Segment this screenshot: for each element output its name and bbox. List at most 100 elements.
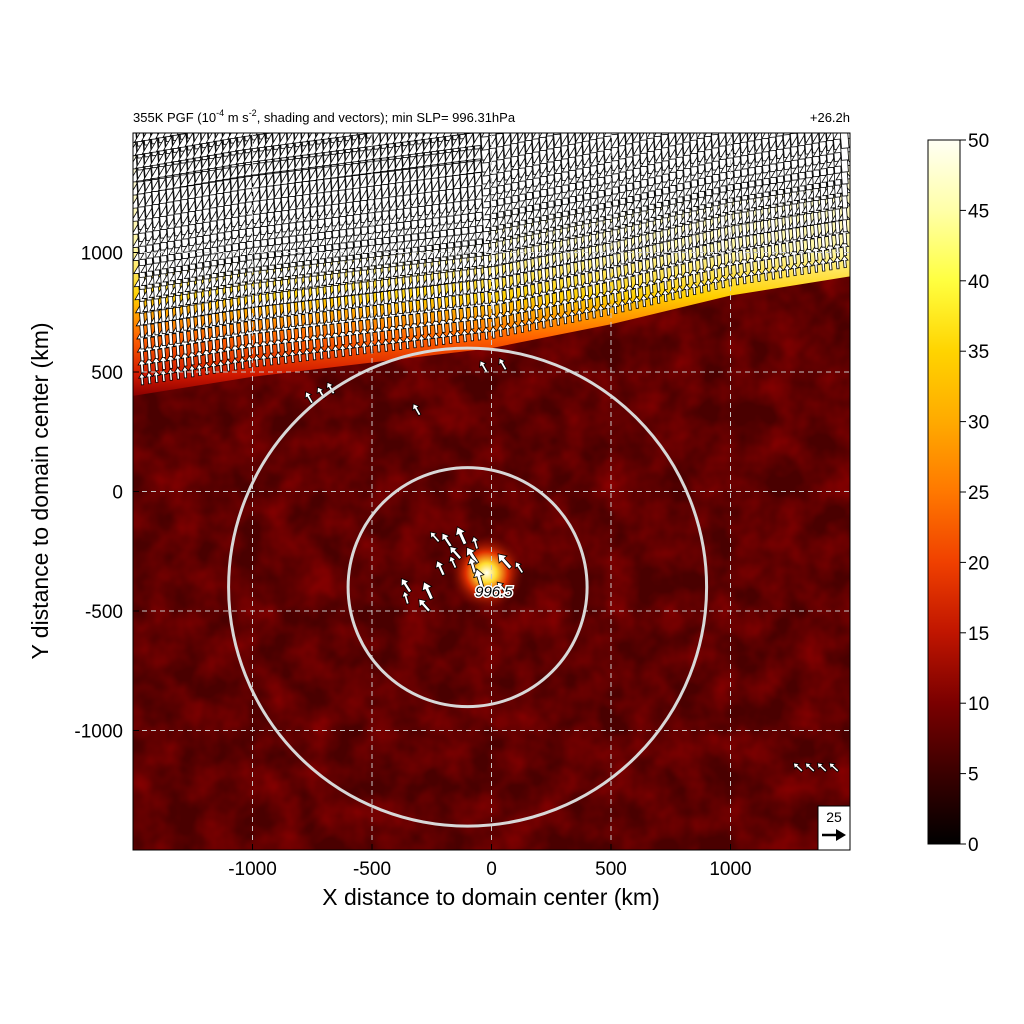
vector-arrow <box>396 337 405 350</box>
vector-arrow <box>431 318 441 334</box>
vector-arrow <box>546 300 556 316</box>
colorbar-tick-label: 45 <box>968 201 989 222</box>
vector-arrow <box>245 355 254 369</box>
vector-arrow <box>224 358 233 372</box>
vector-arrow <box>273 337 283 353</box>
vector-arrow <box>445 316 455 333</box>
vector-arrow <box>435 559 446 577</box>
vector-arrow <box>316 332 326 348</box>
vector-arrow <box>816 762 828 773</box>
vector-arrow <box>441 532 453 548</box>
vector-arrow <box>138 372 147 386</box>
vector-arrow <box>173 366 182 380</box>
vector-arrow <box>145 371 154 385</box>
vector-arrow <box>201 348 211 364</box>
vector-arrow <box>401 590 411 605</box>
vector-arrow <box>768 266 778 280</box>
vector-arrow <box>531 303 541 319</box>
vector-arrow <box>574 294 584 310</box>
vector-arrow <box>538 302 549 317</box>
vector-arrow <box>288 350 297 363</box>
vector-arrow <box>459 315 470 331</box>
vector-arrow <box>517 306 527 321</box>
vector-arrow <box>429 531 441 544</box>
x-axis-label: X distance to domain center (km) <box>322 884 659 910</box>
vector-arrow <box>589 305 598 319</box>
vector-arrow <box>473 568 485 589</box>
vector-arrow <box>252 340 262 356</box>
vector-arrow <box>510 307 520 323</box>
vector-arrow <box>675 285 684 299</box>
vector-arrow <box>252 354 261 368</box>
x-tick-label: 500 <box>595 859 627 880</box>
vector-arrow <box>467 314 477 330</box>
vector-arrow <box>617 285 627 301</box>
vector-arrow <box>496 324 505 338</box>
vector-arrow <box>639 294 648 308</box>
vector-arrow <box>740 271 749 285</box>
vector-arrow <box>518 320 526 333</box>
vector-arrow <box>610 287 620 303</box>
vector-arrow <box>732 258 742 274</box>
vector-arrow <box>412 403 422 417</box>
vector-arrow <box>689 268 699 284</box>
vector-arrow <box>158 355 169 370</box>
vector-arrow <box>424 333 433 347</box>
colorbar-tick-label: 10 <box>968 694 989 715</box>
vector-arrow <box>596 304 605 318</box>
vector-arrow <box>223 344 233 360</box>
vector-arrow <box>381 324 391 340</box>
vector-arrow <box>690 282 699 296</box>
colorbar-tick-label: 20 <box>968 553 989 574</box>
vector-arrow <box>417 334 426 348</box>
vector-arrow <box>604 302 613 316</box>
vector-arrow <box>654 290 663 304</box>
vector-arrow <box>510 321 519 335</box>
vector-arrow <box>561 311 569 325</box>
vector-arrow <box>421 581 434 601</box>
vector-arrow <box>739 256 749 273</box>
vector-arrow <box>532 317 541 330</box>
vector-arrow <box>194 349 204 365</box>
vector-arrow <box>682 269 692 285</box>
vector-arrow <box>259 339 269 355</box>
vector-arrow <box>624 283 635 299</box>
vector-arrow <box>338 329 348 345</box>
vector-arrow <box>660 275 670 291</box>
vector-arrow <box>682 283 691 297</box>
y-tick-label: 1000 <box>81 244 123 265</box>
vector-arrow <box>804 260 813 274</box>
vector-arrow <box>388 337 397 351</box>
vector-arrow <box>711 276 720 290</box>
min-slp-label: 996.5 <box>475 584 513 601</box>
vector-arrow <box>409 321 420 337</box>
x-tick-label: -1000 <box>228 859 277 880</box>
y-tick-label: 0 <box>112 483 123 504</box>
vector-arrow <box>438 317 448 333</box>
y-axis-ticks: -1000 -500 0 500 1000 <box>74 244 139 743</box>
vector-arrow <box>304 391 314 405</box>
vector-arrow <box>360 341 369 355</box>
y-axis-label: Y distance to domain center (km) <box>27 322 53 659</box>
vector-arrow <box>410 335 419 349</box>
vector-arrow <box>446 330 455 344</box>
vector-arrow <box>717 261 728 277</box>
vector-arrow <box>710 262 721 279</box>
reference-vector-label: 25 <box>826 809 842 825</box>
vector-arrow <box>281 350 290 364</box>
vector-arrow <box>668 287 677 301</box>
vector-arrow <box>819 258 828 272</box>
vector-arrow <box>611 301 620 315</box>
vector-arrow <box>776 265 785 279</box>
vector-arrow <box>202 362 211 376</box>
vector-arrow <box>448 555 458 570</box>
vector-arrow <box>470 535 480 550</box>
vector-arrow <box>661 289 670 302</box>
vector-arrow <box>381 338 390 352</box>
vector-arrow <box>467 328 476 342</box>
vector-arrow <box>400 577 413 594</box>
vector-arrow <box>704 278 713 292</box>
vector-arrow <box>639 280 649 296</box>
vector-arrow <box>828 762 840 773</box>
vector-arrow <box>589 291 599 307</box>
